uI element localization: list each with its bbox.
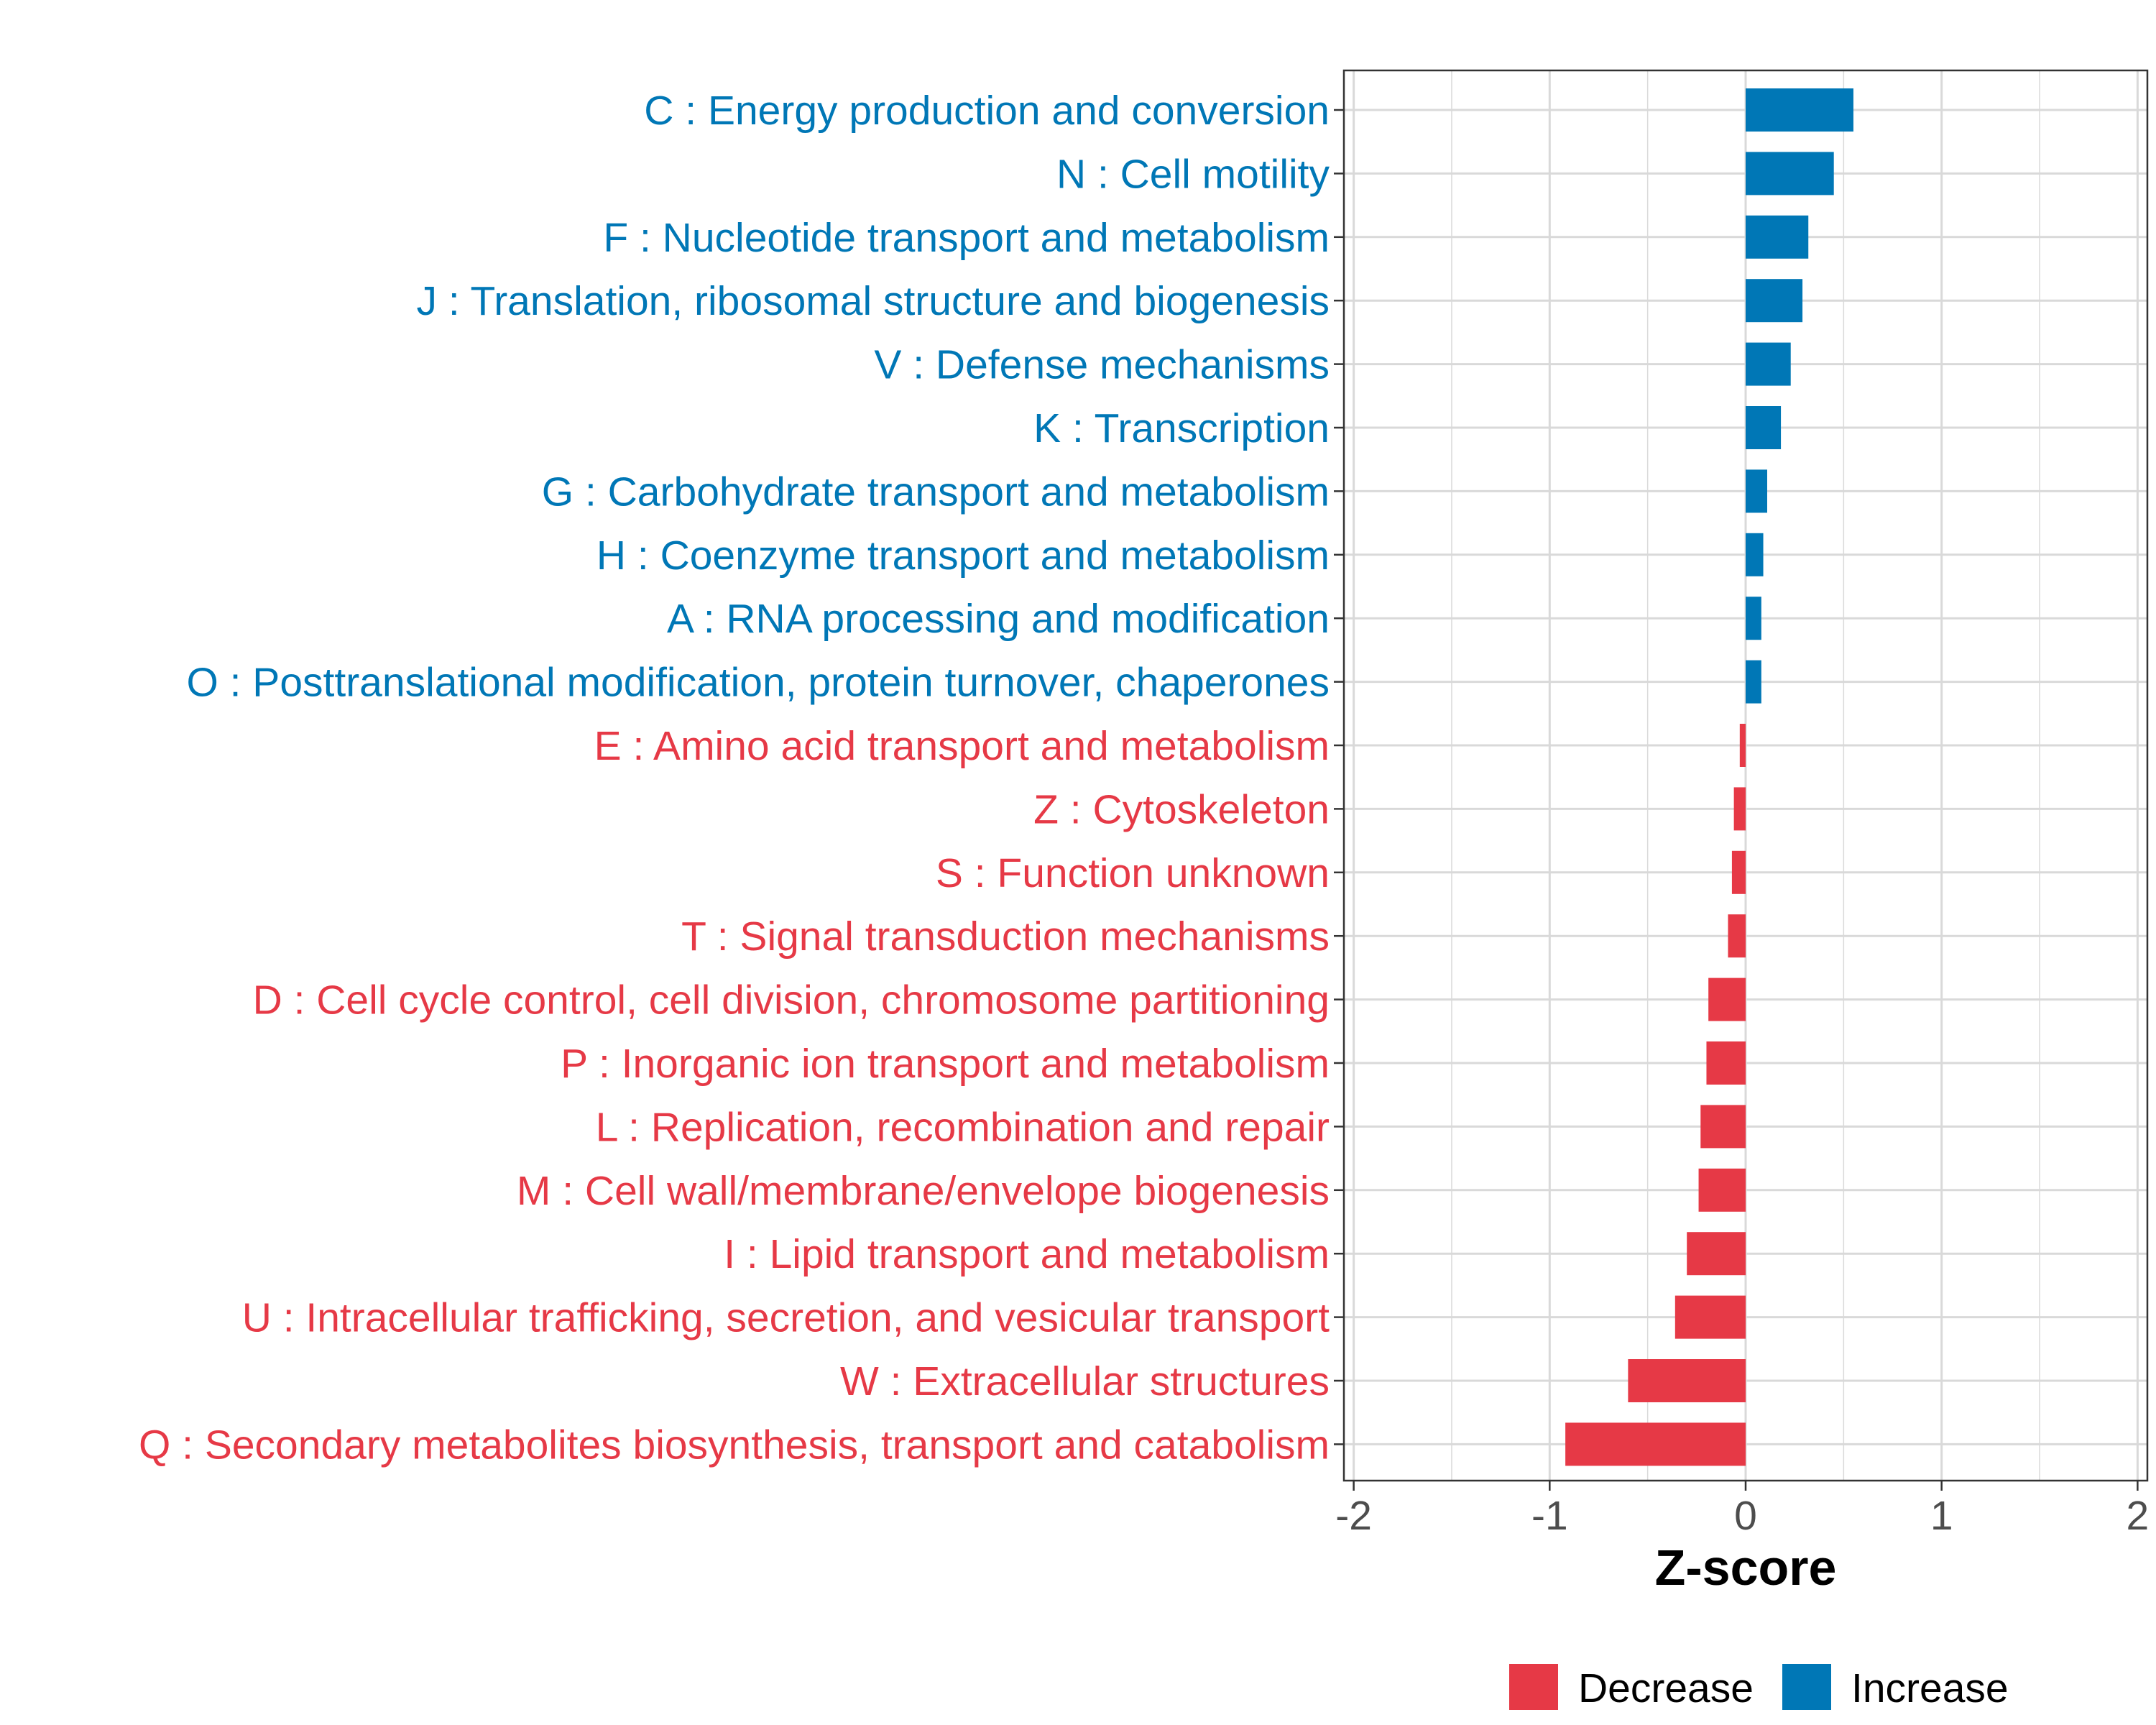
legend-label-increase: Increase <box>1851 1665 2009 1711</box>
x-axis-ticks: -2 -1 0 1 2 <box>1335 1481 2149 1539</box>
bar-increase <box>1746 88 1853 132</box>
bar-decrease <box>1674 1295 1746 1339</box>
y-tick-label: Z : Cytoskeleton <box>1033 786 1330 832</box>
bar-increase <box>1746 215 1809 259</box>
bar-decrease <box>1687 1232 1746 1276</box>
y-axis-labels: C : Energy production and conversion N : … <box>139 88 1344 1468</box>
bar-decrease <box>1731 850 1746 894</box>
bar-increase <box>1746 469 1767 513</box>
y-tick-label: N : Cell motility <box>1056 151 1330 197</box>
bars <box>1565 88 1853 1466</box>
bar-increase <box>1746 533 1764 576</box>
bar-decrease <box>1628 1359 1746 1402</box>
y-tick-label: K : Transcription <box>1033 405 1330 451</box>
y-tick-label: T : Signal transduction mechanisms <box>681 914 1330 960</box>
y-tick-label: C : Energy production and conversion <box>644 88 1330 134</box>
y-tick-label: P : Inorganic ion transport and metaboli… <box>561 1041 1330 1087</box>
bar-decrease <box>1708 978 1746 1021</box>
x-tick-label: 0 <box>1734 1493 1757 1539</box>
y-tick-label: H : Coenzyme transport and metabolism <box>596 533 1330 579</box>
x-tick-label: -1 <box>1531 1493 1568 1539</box>
y-tick-label: J : Translation, ribosomal structure and… <box>417 278 1330 324</box>
bar-increase <box>1746 342 1791 386</box>
x-axis-title: Z-score <box>1655 1540 1837 1596</box>
y-tick-label: L : Replication, recombination and repai… <box>596 1104 1330 1150</box>
x-tick-label: 2 <box>2127 1493 2150 1539</box>
bar-decrease <box>1706 1041 1746 1085</box>
y-tick-label: G : Carbohydrate transport and metabolis… <box>542 469 1330 515</box>
bar-decrease <box>1565 1422 1746 1466</box>
bar-increase <box>1746 597 1761 640</box>
y-tick-label: W : Extracellular structures <box>840 1358 1330 1404</box>
bar-decrease <box>1733 787 1746 831</box>
y-tick-label: D : Cell cycle control, cell division, c… <box>253 978 1330 1024</box>
legend-label-decrease: Decrease <box>1578 1665 1754 1711</box>
y-tick-label: S : Function unknown <box>936 850 1330 896</box>
y-tick-label: Q : Secondary metabolites biosynthesis, … <box>139 1422 1330 1468</box>
y-tick-label: I : Lipid transport and metabolism <box>724 1231 1330 1277</box>
y-tick-label: F : Nucleotide transport and metabolism <box>603 215 1330 261</box>
legend-swatch-increase <box>1782 1664 1831 1710</box>
y-tick-label: M : Cell wall/membrane/envelope biogenes… <box>517 1168 1330 1214</box>
legend-swatch-decrease <box>1509 1664 1558 1710</box>
bar-decrease <box>1700 1105 1746 1149</box>
legend: Decrease Increase <box>1509 1664 2009 1711</box>
bar-increase <box>1746 152 1834 196</box>
y-tick-label: O : Posttranslational modification, prot… <box>186 660 1330 706</box>
y-tick-label: E : Amino acid transport and metabolism <box>594 723 1330 769</box>
bar-decrease <box>1728 914 1746 958</box>
bar-increase <box>1746 279 1803 323</box>
y-tick-label: V : Defense mechanisms <box>874 342 1330 388</box>
y-tick-label: U : Intracellular trafficking, secretion… <box>242 1295 1330 1341</box>
bar-decrease <box>1698 1168 1746 1212</box>
bar-increase <box>1746 406 1782 449</box>
x-tick-label: 1 <box>1930 1493 1953 1539</box>
bar-decrease <box>1739 724 1746 767</box>
bar-increase <box>1746 660 1761 704</box>
y-tick-label: A : RNA processing and modification <box>667 596 1330 642</box>
x-tick-label: -2 <box>1335 1493 1372 1539</box>
